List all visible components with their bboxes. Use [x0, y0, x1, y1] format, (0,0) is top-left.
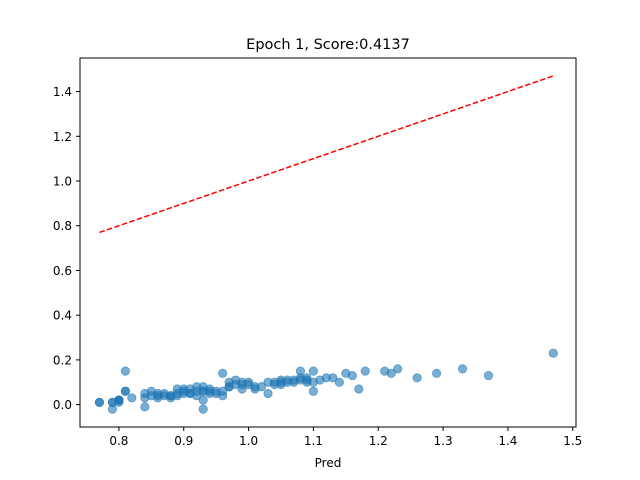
data-point — [308, 386, 319, 396]
data-point — [354, 384, 364, 394]
data-point — [386, 368, 396, 378]
y-axis-ticks: 0.0 0.2 0.4 0.6 0.8 1.0 1.2 1.4 — [53, 85, 80, 412]
y-tick-label: 1.2 — [53, 130, 72, 144]
data-point — [302, 375, 312, 385]
reference-line-layer — [99, 75, 554, 234]
x-axis-ticks: 0.8 0.9 1.0 1.1 1.2 1.3 1.4 1.5 — [109, 427, 582, 448]
x-tick-label: 1.5 — [563, 434, 582, 448]
chart-title: Epoch 1, Score:0.4137 — [246, 37, 410, 53]
x-tick-label: 1.2 — [369, 434, 388, 448]
data-point — [548, 348, 558, 358]
data-point — [198, 395, 208, 405]
x-tick-label: 1.1 — [304, 434, 323, 448]
data-point — [153, 393, 163, 403]
plot-area-frame — [79, 57, 577, 428]
y-tick-label: 1.4 — [53, 85, 72, 99]
data-point — [328, 373, 338, 383]
data-point — [198, 404, 208, 414]
y-tick-label: 0.0 — [53, 398, 72, 412]
x-tick-label: 0.8 — [109, 434, 128, 448]
y-tick-label: 0.4 — [53, 309, 72, 323]
data-point — [120, 366, 130, 376]
data-point — [114, 395, 124, 405]
data-point — [412, 373, 422, 383]
data-point — [120, 386, 130, 396]
data-point — [431, 368, 442, 378]
data-point — [198, 386, 208, 396]
y-tick-label: 1.0 — [53, 175, 72, 189]
x-axis-label: Pred — [315, 456, 342, 470]
x-tick-label: 1.0 — [239, 434, 258, 448]
y-tick-label: 0.6 — [53, 264, 72, 278]
data-point — [224, 382, 234, 392]
data-point — [127, 393, 137, 403]
x-tick-label: 0.9 — [174, 434, 193, 448]
x-tick-label: 1.3 — [434, 434, 453, 448]
data-point — [166, 391, 176, 401]
data-point — [308, 366, 319, 376]
data-point — [140, 402, 150, 412]
data-point — [256, 382, 267, 392]
data-point — [393, 364, 403, 374]
data-point — [218, 368, 228, 378]
x-tick-label: 1.4 — [498, 434, 517, 448]
data-point — [276, 379, 286, 390]
data-point — [347, 370, 357, 381]
data-point — [483, 370, 494, 381]
data-point — [185, 388, 195, 399]
reference-line — [99, 75, 554, 234]
data-point — [237, 379, 247, 390]
data-point — [94, 397, 105, 407]
data-points — [94, 348, 558, 414]
data-point — [334, 377, 344, 387]
y-tick-label: 0.8 — [53, 219, 72, 233]
data-point — [263, 388, 273, 399]
y-tick-label: 0.2 — [53, 353, 72, 367]
data-point — [360, 366, 370, 376]
data-point — [457, 364, 468, 374]
data-point — [211, 386, 221, 396]
